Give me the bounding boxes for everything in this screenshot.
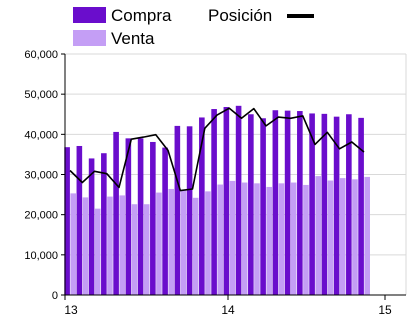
y-tick-label: 60,000 <box>24 49 58 61</box>
venta-bar <box>364 176 370 295</box>
compra-bars <box>64 105 364 296</box>
compra-bar <box>321 113 328 296</box>
venta-bar <box>278 183 285 295</box>
x-tick-label: 13 <box>64 303 78 317</box>
venta-bar <box>229 180 236 295</box>
venta-bar <box>266 186 272 295</box>
posicion-line-group <box>69 107 365 192</box>
venta-bar <box>119 195 125 295</box>
venta-bar <box>107 196 113 295</box>
legend-swatch-venta <box>73 30 106 46</box>
compra-bar <box>235 105 242 295</box>
legend-label-compra: Compra <box>111 6 172 25</box>
compra-bar <box>272 110 279 295</box>
y-tick-label: 40,000 <box>24 129 58 141</box>
venta-bar <box>131 204 138 295</box>
axes <box>61 53 406 300</box>
compra-bar <box>211 109 217 295</box>
compra-bar <box>260 118 266 296</box>
venta-bar <box>315 176 321 295</box>
venta-bar <box>94 208 101 295</box>
venta-bar <box>205 191 211 295</box>
compra-bar <box>150 141 156 295</box>
venta-bar <box>254 183 260 295</box>
legend-label-posicion: Posición <box>208 6 272 25</box>
compra-bar <box>333 116 340 295</box>
venta-bar <box>339 178 346 295</box>
compra-bar <box>125 138 132 295</box>
venta-bar <box>70 193 76 295</box>
y-tick-labels: 0 10,000 20,000 30,000 40,000 50,000 60,000 <box>24 49 58 302</box>
compra-bar <box>162 147 168 295</box>
compra-bar <box>248 114 254 295</box>
venta-bar <box>217 184 223 295</box>
compra-bar <box>113 131 119 295</box>
venta-bar <box>180 190 187 295</box>
compra-bar <box>64 147 70 295</box>
x-tick-labels: 13 14 15 <box>64 303 392 317</box>
compra-bar <box>223 107 230 296</box>
y-tick-label: 20,000 <box>24 210 58 222</box>
compra-bar <box>88 158 95 295</box>
compra-bar <box>76 145 83 295</box>
legend-label-venta: Venta <box>111 29 155 48</box>
venta-bar <box>303 184 309 295</box>
y-tick-label: 10,000 <box>24 250 58 262</box>
legend: Compra Venta Posición <box>73 6 314 48</box>
y-tick-label: 30,000 <box>24 170 58 182</box>
compra-bar <box>284 110 291 295</box>
legend-swatch-compra <box>73 7 106 23</box>
venta-bar <box>241 182 248 295</box>
venta-bars <box>70 176 370 295</box>
compra-bar <box>101 153 107 295</box>
venta-bar <box>143 204 150 295</box>
venta-bar <box>327 180 334 295</box>
y-tick-label: 50,000 <box>24 89 58 101</box>
compra-bar <box>137 138 144 295</box>
compra-bar <box>174 125 181 295</box>
venta-bar <box>352 179 358 295</box>
y-tick-label: 0 <box>52 290 58 302</box>
compra-bar <box>186 126 193 295</box>
venta-bar <box>82 197 89 295</box>
venta-bar <box>192 197 199 295</box>
x-tick-label: 15 <box>378 303 392 317</box>
x-tick-label: 14 <box>221 303 235 317</box>
posicion-line <box>69 107 365 192</box>
compra-bar <box>309 113 315 296</box>
venta-bar <box>290 182 297 295</box>
compra-bar <box>297 111 303 295</box>
venta-bar <box>168 188 174 295</box>
compra-bar <box>358 117 364 296</box>
compra-bar <box>199 117 205 295</box>
venta-bar <box>156 192 162 295</box>
compra-bar <box>346 114 352 295</box>
